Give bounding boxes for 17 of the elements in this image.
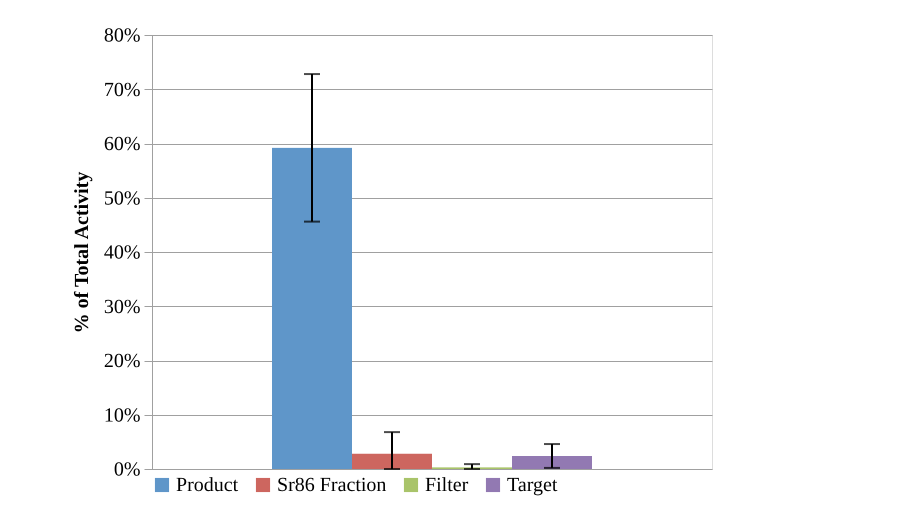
y-tick-label: 10% <box>104 404 140 426</box>
y-axis-title: % of Total Activity <box>70 172 93 334</box>
bar <box>272 148 352 469</box>
y-tick-label: 30% <box>104 296 140 318</box>
y-tick-label: 20% <box>104 350 140 372</box>
y-tick-label: 40% <box>104 242 140 264</box>
legend-label: Product <box>176 474 239 496</box>
bar <box>352 454 432 469</box>
legend-label: Target <box>507 474 558 496</box>
bar <box>512 456 592 469</box>
y-tick-label: 0% <box>114 458 140 480</box>
y-tick-label: 50% <box>104 187 140 210</box>
legend-label: Filter <box>425 474 469 496</box>
y-tick-label: 80% <box>104 24 140 46</box>
y-tick-label: 60% <box>104 133 140 155</box>
y-tick-label: 70% <box>104 78 140 101</box>
legend-label: Sr86 Fraction <box>277 474 386 496</box>
